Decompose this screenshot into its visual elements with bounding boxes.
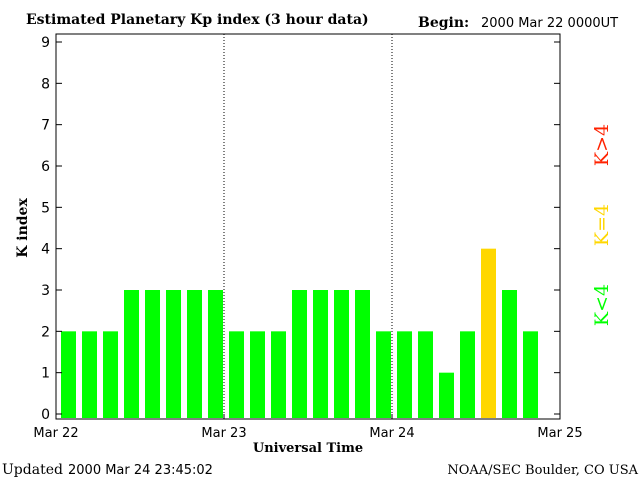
y-axis-label: K index [15,198,31,258]
y-tick-label: 4 [41,242,50,258]
day-separators [223,34,393,419]
x-axis-label: Universal Time [253,441,363,456]
kp-bar [61,331,76,418]
kp-bar [313,290,328,418]
kp-bar [187,290,202,418]
kp-bar [523,331,538,418]
bar-series [61,248,538,418]
kp-bar [292,290,307,418]
kp-bar [166,290,181,418]
kp-bar [439,372,454,418]
kp-bar [124,290,139,418]
y-tick-label: 9 [41,35,50,51]
y-tick-label: 5 [41,200,50,216]
kp-bar [250,331,265,418]
kp-bar [229,331,244,418]
kp-bar [460,331,475,418]
x-tick-label: Mar 22 [33,426,78,441]
legend: K<4 K=4 K>4 [591,124,613,326]
x-tick-label: Mar 23 [201,426,246,441]
kp-bar [355,290,370,418]
y-tick-label: 8 [41,76,50,92]
y-tick-label: 6 [41,159,50,175]
updated-label: Updated [2,462,63,478]
plot-frame [55,33,561,420]
legend-entry: K<4 [591,284,613,326]
kp-bar [481,248,496,418]
kp-bar [145,290,160,418]
legend-entry: K>4 [591,124,613,166]
kp-bar [397,331,412,418]
kp-bar [208,290,223,418]
kp-bar [82,331,97,418]
source-label: NOAA/SEC Boulder, CO USA [447,463,638,478]
y-tick-label: 7 [41,118,50,134]
y-tick-label: 3 [41,283,50,299]
x-tick-label: Mar 25 [537,426,582,441]
kp-bar [334,290,349,418]
kp-bar [418,331,433,418]
begin-value: 2000 Mar 22 0000UT [481,16,618,31]
kp-bar [271,331,286,418]
x-tick-label: Mar 24 [369,426,414,441]
y-tick-label: 2 [41,324,50,340]
legend-entry: K=4 [591,204,613,246]
kp-bar [502,290,517,418]
y-tick-label: 1 [41,366,50,382]
kp-bar [376,331,391,418]
y-axis: 0 1 2 3 4 5 6 7 8 9 [41,35,560,423]
kp-bar [103,331,118,418]
updated-value: 2000 Mar 24 23:45:02 [68,463,213,478]
y-tick-label: 0 [41,407,50,423]
chart-title: Estimated Planetary Kp index (3 hour dat… [26,12,369,28]
x-axis: Mar 22 Mar 23 Mar 24 Mar 25 [33,414,583,441]
begin-label: Begin: [418,15,469,31]
